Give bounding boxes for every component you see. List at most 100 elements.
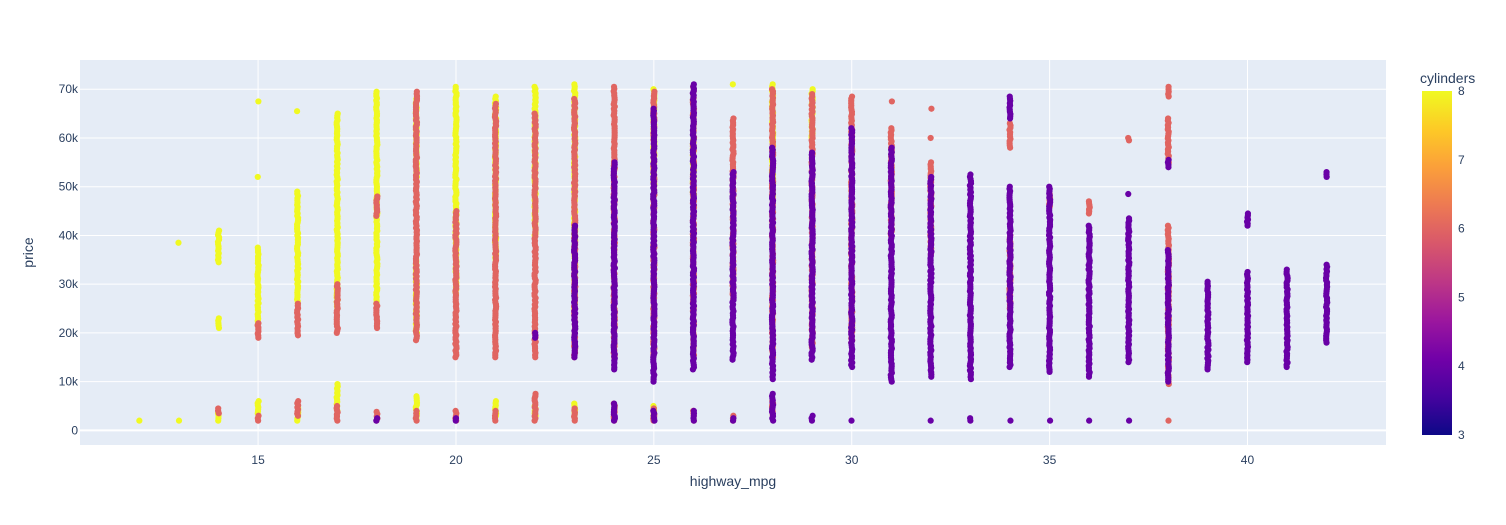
data-point	[610, 400, 618, 407]
colorbar-gradient	[1422, 91, 1452, 435]
y-axis-title: price	[20, 237, 36, 268]
data-point	[1165, 83, 1172, 90]
data-point	[967, 415, 974, 422]
data-point	[730, 415, 737, 422]
data-point	[848, 417, 855, 424]
data-point	[492, 407, 499, 414]
data-point	[927, 159, 935, 166]
x-tick-label: 15	[251, 453, 265, 467]
data-point	[769, 81, 776, 88]
data-point	[1323, 261, 1330, 268]
data-point	[571, 81, 578, 88]
data-point	[769, 144, 776, 151]
colorbar-tick-label: 7	[1458, 153, 1465, 167]
y-tick-label: 50k	[59, 180, 79, 194]
data-points	[136, 81, 1331, 424]
data-point	[255, 320, 262, 327]
data-point	[651, 88, 658, 95]
data-point	[413, 393, 420, 400]
data-point	[729, 81, 736, 88]
data-point	[1164, 222, 1172, 229]
data-point	[1165, 156, 1172, 164]
data-point	[492, 93, 499, 100]
data-point	[809, 412, 816, 419]
data-point	[808, 149, 816, 156]
y-tick-label: 40k	[59, 228, 79, 242]
data-point	[1164, 115, 1172, 122]
data-point	[768, 86, 776, 93]
data-point	[1085, 198, 1093, 205]
data-point	[650, 105, 657, 112]
data-point	[373, 408, 380, 415]
data-point	[531, 110, 538, 117]
data-point	[927, 417, 934, 424]
data-point	[373, 88, 380, 95]
data-point	[215, 227, 223, 234]
data-point	[928, 173, 935, 181]
data-point	[1046, 417, 1054, 424]
colorbar-tick-label: 6	[1458, 222, 1465, 236]
data-point	[769, 390, 776, 397]
x-tick-label: 25	[647, 453, 661, 467]
data-point	[927, 134, 934, 142]
data-point	[1244, 268, 1251, 276]
data-point	[413, 407, 420, 414]
colorbar: cylinders 3 4 5 6 7 8	[1420, 70, 1475, 442]
y-tick-label: 10k	[59, 375, 79, 389]
data-point	[1283, 266, 1290, 273]
data-point	[452, 407, 459, 414]
y-tick-label: 70k	[59, 82, 79, 96]
data-point	[295, 398, 302, 405]
data-point	[254, 173, 261, 181]
data-point	[255, 398, 262, 405]
data-point	[1046, 183, 1053, 190]
data-point	[611, 159, 618, 166]
data-point	[610, 83, 618, 90]
x-axis-title: highway_mpg	[690, 473, 776, 489]
data-point	[333, 402, 341, 410]
x-tick-label: 30	[845, 453, 859, 467]
data-point	[294, 188, 301, 195]
data-point	[334, 380, 341, 388]
data-point	[374, 193, 381, 200]
data-point	[571, 405, 578, 412]
data-point	[1086, 417, 1093, 424]
x-tick-labels: 15 20 25 30 35 40	[251, 453, 1254, 467]
data-point	[690, 81, 697, 88]
data-point	[531, 83, 538, 90]
data-point	[1164, 246, 1171, 254]
data-point	[1125, 134, 1132, 142]
data-point	[571, 400, 578, 407]
data-point	[215, 405, 222, 412]
colorbar-tick-label: 5	[1458, 290, 1465, 304]
data-point	[255, 98, 262, 105]
data-point	[1125, 215, 1133, 222]
data-point	[452, 415, 460, 422]
x-tick-label: 35	[1043, 453, 1057, 467]
data-point	[928, 105, 935, 112]
data-point	[254, 244, 261, 251]
data-point	[848, 125, 855, 132]
data-point	[571, 222, 579, 229]
y-tick-label: 0	[71, 423, 78, 437]
data-point	[294, 300, 302, 307]
data-point	[453, 207, 460, 215]
data-point	[136, 417, 143, 424]
data-point	[175, 417, 183, 424]
data-point	[888, 144, 895, 151]
y-tick-labels: 0 10k 20k 30k 40k 50k 60k 70k	[59, 82, 79, 437]
data-point	[373, 300, 380, 307]
data-point	[215, 315, 222, 322]
data-point	[532, 390, 539, 397]
data-point	[730, 115, 737, 122]
data-point	[374, 415, 381, 422]
data-point	[809, 86, 816, 93]
data-point	[1165, 417, 1172, 424]
data-point	[1006, 120, 1013, 127]
data-point	[1244, 210, 1252, 217]
data-point	[1125, 190, 1132, 198]
data-point	[1125, 417, 1133, 424]
colorbar-tick-label: 3	[1458, 428, 1465, 442]
data-point	[967, 171, 974, 178]
